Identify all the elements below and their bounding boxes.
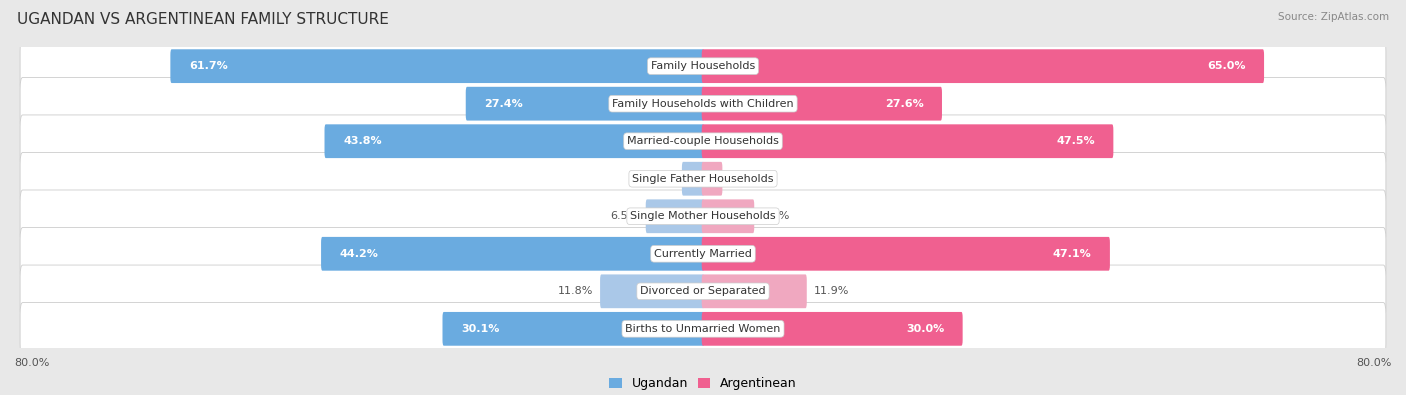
Text: 44.2%: 44.2% [340, 249, 378, 259]
Text: 30.0%: 30.0% [905, 324, 945, 334]
FancyBboxPatch shape [20, 303, 1386, 355]
Text: 47.5%: 47.5% [1056, 136, 1095, 146]
FancyBboxPatch shape [465, 87, 704, 120]
FancyBboxPatch shape [702, 237, 1109, 271]
FancyBboxPatch shape [702, 199, 754, 233]
Text: Currently Married: Currently Married [654, 249, 752, 259]
FancyBboxPatch shape [645, 199, 704, 233]
FancyBboxPatch shape [20, 228, 1386, 280]
Text: 80.0%: 80.0% [1357, 358, 1392, 368]
Text: 11.9%: 11.9% [814, 286, 849, 296]
FancyBboxPatch shape [443, 312, 704, 346]
Text: Births to Unmarried Women: Births to Unmarried Women [626, 324, 780, 334]
FancyBboxPatch shape [20, 152, 1386, 205]
FancyBboxPatch shape [702, 49, 1264, 83]
Text: 65.0%: 65.0% [1206, 61, 1246, 71]
FancyBboxPatch shape [600, 275, 704, 308]
Text: 27.6%: 27.6% [884, 99, 924, 109]
Text: Family Households: Family Households [651, 61, 755, 71]
Text: Married-couple Households: Married-couple Households [627, 136, 779, 146]
FancyBboxPatch shape [20, 190, 1386, 243]
FancyBboxPatch shape [702, 87, 942, 120]
FancyBboxPatch shape [20, 115, 1386, 167]
FancyBboxPatch shape [321, 237, 704, 271]
Legend: Ugandan, Argentinean: Ugandan, Argentinean [605, 372, 801, 395]
FancyBboxPatch shape [170, 49, 704, 83]
Text: UGANDAN VS ARGENTINEAN FAMILY STRUCTURE: UGANDAN VS ARGENTINEAN FAMILY STRUCTURE [17, 12, 388, 27]
Text: 27.4%: 27.4% [484, 99, 523, 109]
Text: 30.1%: 30.1% [461, 324, 499, 334]
Text: Source: ZipAtlas.com: Source: ZipAtlas.com [1278, 12, 1389, 22]
FancyBboxPatch shape [682, 162, 704, 196]
Text: Single Father Households: Single Father Households [633, 174, 773, 184]
Text: 47.1%: 47.1% [1053, 249, 1091, 259]
FancyBboxPatch shape [20, 40, 1386, 92]
Text: 80.0%: 80.0% [14, 358, 49, 368]
FancyBboxPatch shape [702, 162, 723, 196]
Text: 2.1%: 2.1% [730, 174, 758, 184]
Text: Divorced or Separated: Divorced or Separated [640, 286, 766, 296]
FancyBboxPatch shape [702, 124, 1114, 158]
Text: 11.8%: 11.8% [557, 286, 593, 296]
Text: 5.8%: 5.8% [762, 211, 790, 221]
FancyBboxPatch shape [20, 77, 1386, 130]
FancyBboxPatch shape [325, 124, 704, 158]
Text: 6.5%: 6.5% [610, 211, 638, 221]
Text: 43.8%: 43.8% [343, 136, 381, 146]
FancyBboxPatch shape [20, 265, 1386, 318]
Text: Family Households with Children: Family Households with Children [612, 99, 794, 109]
Text: Single Mother Households: Single Mother Households [630, 211, 776, 221]
Text: 61.7%: 61.7% [188, 61, 228, 71]
FancyBboxPatch shape [702, 312, 963, 346]
Text: 2.3%: 2.3% [647, 174, 675, 184]
FancyBboxPatch shape [702, 275, 807, 308]
